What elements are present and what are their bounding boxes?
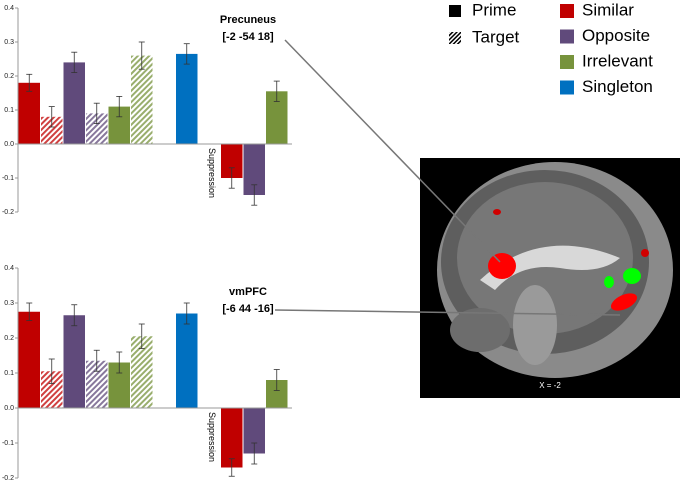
- brainstem: [513, 285, 557, 365]
- bar: [176, 53, 198, 144]
- legend-swatch: [560, 80, 574, 95]
- legend-label: Opposite: [582, 26, 650, 45]
- bar: [243, 408, 265, 454]
- bar: [176, 313, 198, 408]
- y-tick-label: 0.1: [4, 107, 14, 114]
- y-tick-label: -0.1: [2, 175, 14, 182]
- y-tick-label: -0.2: [2, 475, 14, 482]
- legend-swatch: [449, 5, 461, 17]
- y-tick-label: 0.0: [4, 405, 14, 412]
- y-tick-label: 0.2: [4, 73, 14, 80]
- image-label: X = -2: [539, 381, 561, 390]
- blob: [493, 209, 501, 215]
- corpus-callosum: [480, 245, 620, 290]
- error-bar: [48, 358, 55, 384]
- legend-label: Prime: [472, 0, 516, 19]
- green-blob: [604, 276, 614, 288]
- error-bar: [138, 323, 145, 349]
- legend-swatch: [449, 32, 461, 44]
- bar: [266, 91, 288, 144]
- bar: [63, 315, 85, 408]
- bar: [131, 336, 153, 408]
- y-tick-label: -0.2: [2, 209, 14, 216]
- chart-title: vmPFC: [229, 286, 267, 298]
- error-bar: [93, 349, 100, 372]
- bar: [221, 408, 243, 468]
- y-tick-label: -0.1: [2, 440, 14, 447]
- error-bar: [138, 41, 145, 70]
- legend-label: Target: [472, 27, 520, 46]
- bar: [86, 360, 108, 408]
- error-bar: [273, 80, 280, 102]
- bar: [18, 82, 40, 144]
- error-bar: [26, 73, 33, 92]
- legend-label: Irrelevant: [582, 51, 653, 70]
- chart-subtitle: [-6 44 -16]: [222, 303, 274, 315]
- cerebellum: [450, 308, 510, 352]
- y-tick-label: 0.4: [4, 265, 14, 272]
- green-blob: [623, 268, 641, 284]
- chart-title: Precuneus: [220, 14, 276, 26]
- legend-swatch: [560, 4, 574, 18]
- bar: [41, 371, 63, 408]
- error-bar: [183, 43, 190, 65]
- precuneus-blob: [488, 253, 516, 279]
- y-tick-label: 0.3: [4, 300, 14, 307]
- y-tick-label: 0.1: [4, 370, 14, 377]
- error-bar: [183, 302, 190, 325]
- category-label: Suppression: [207, 412, 217, 462]
- error-bar: [116, 96, 123, 118]
- error-bar: [251, 184, 258, 206]
- error-bar: [71, 304, 78, 327]
- error-bar: [228, 167, 235, 189]
- bar: [63, 62, 85, 144]
- chart-subtitle: [-2 -54 18]: [222, 31, 274, 43]
- error-bar: [116, 351, 123, 374]
- bar: [108, 106, 130, 144]
- error-bar: [71, 51, 78, 73]
- connector: [274, 309, 621, 316]
- bar: [266, 380, 288, 408]
- error-bar: [251, 442, 258, 465]
- y-tick-label: 0.4: [4, 5, 14, 12]
- bar: [41, 116, 63, 144]
- vmpfc-blob: [610, 293, 638, 311]
- bar: [243, 144, 265, 195]
- y-tick-label: 0.2: [4, 335, 14, 342]
- error-bar: [273, 369, 280, 391]
- error-bar: [26, 302, 33, 321]
- bar: [86, 113, 108, 144]
- category-label: Suppression: [207, 148, 217, 198]
- bar: [18, 311, 40, 408]
- y-tick-label: 0.3: [4, 39, 14, 46]
- legend-swatch: [560, 29, 574, 44]
- error-bar: [93, 102, 100, 124]
- legend-label: Similar: [582, 0, 634, 19]
- legend-swatch: [560, 55, 574, 69]
- blob: [641, 249, 649, 257]
- connector: [284, 39, 501, 263]
- error-bar: [48, 106, 55, 128]
- legend-label: Singleton: [582, 77, 653, 96]
- y-tick-label: 0.0: [4, 141, 14, 148]
- bar: [108, 362, 130, 408]
- error-bar: [228, 458, 235, 477]
- bar: [221, 144, 243, 178]
- bar: [131, 55, 153, 144]
- brain-image: X = -2: [420, 158, 680, 398]
